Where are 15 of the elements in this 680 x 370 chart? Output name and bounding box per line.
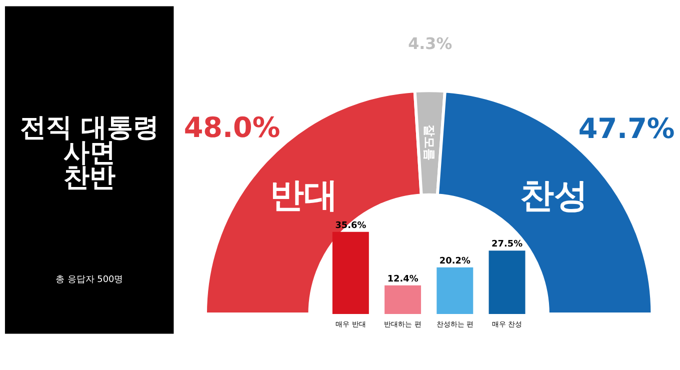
bar bbox=[332, 232, 369, 314]
slice-label: 반대 bbox=[270, 176, 338, 215]
data-label: 20.2% bbox=[439, 256, 470, 266]
text: 총 응답자 500명 bbox=[55, 275, 124, 286]
data-label: 4.3% bbox=[408, 34, 452, 53]
data-label: 48.0% bbox=[184, 111, 280, 144]
bar bbox=[488, 250, 526, 314]
bar bbox=[436, 267, 474, 314]
data-label: 12.4% bbox=[387, 274, 418, 284]
data-label: 47.7% bbox=[578, 112, 675, 145]
slice-label: 찬성 bbox=[520, 176, 588, 216]
data-label: 27.5% bbox=[492, 240, 523, 250]
slice-label: 잘모름 bbox=[422, 124, 437, 161]
text: 전직 대통령 사면 찬반 bbox=[20, 112, 159, 194]
bar bbox=[384, 285, 422, 314]
